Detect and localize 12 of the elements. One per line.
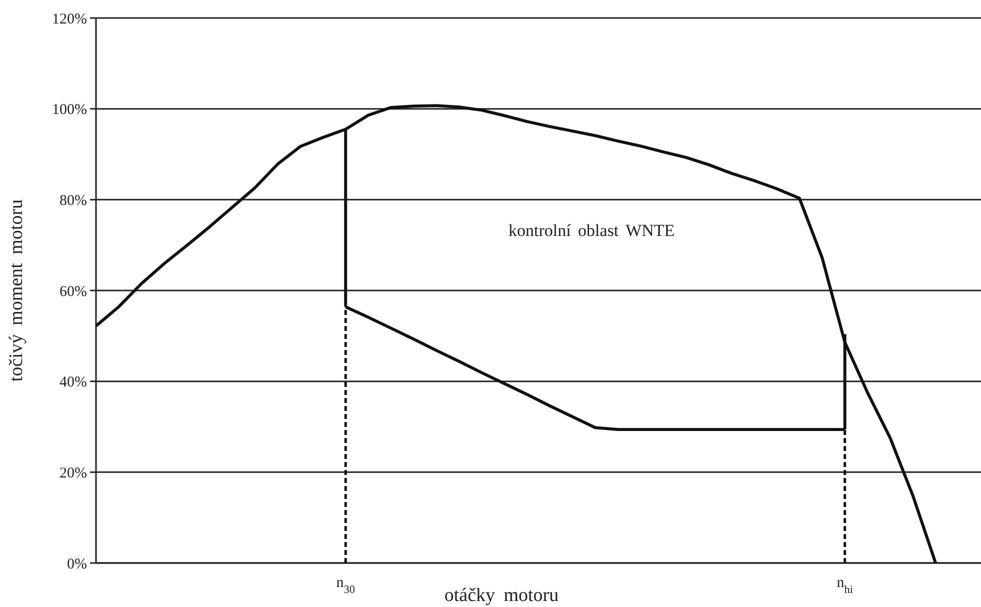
y-tick-label: 80%	[60, 192, 87, 209]
x-axis-title: otáčky motoru	[444, 585, 560, 606]
y-tick-label: 120%	[52, 11, 87, 28]
y-tick-label: 100%	[52, 102, 87, 118]
y-tick-label: 20%	[60, 465, 87, 482]
y-tick-label: 60%	[60, 284, 87, 300]
y-tick-label: 0%	[67, 556, 87, 572]
y-axis-title: točivý moment motoru	[6, 198, 27, 382]
y-tick-label: 40%	[60, 374, 87, 391]
x-tick-label: n$_{hi}$	[836, 575, 853, 596]
x-tick-label: n$_{30}$	[336, 575, 356, 596]
annotation: kontrolní oblast WNTE	[508, 221, 675, 240]
